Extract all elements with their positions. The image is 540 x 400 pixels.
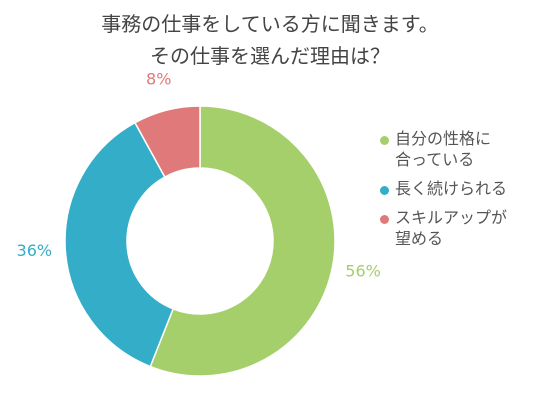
legend-marker <box>380 215 389 224</box>
legend-marker <box>380 186 389 195</box>
legend-item: 長く続けられる <box>380 178 540 199</box>
legend-label: 自分の性格に 合っている <box>395 129 492 169</box>
legend-item: スキルアップが 望める <box>380 207 540 249</box>
legend-marker <box>380 136 389 145</box>
legend: 自分の性格に 合っている長く続けられるスキルアップが 望める <box>380 128 540 257</box>
donut-slice <box>149 105 336 377</box>
donut-slice <box>64 121 175 368</box>
data-label: 36% <box>17 241 53 260</box>
legend-label: スキルアップが 望める <box>395 208 508 248</box>
data-label: 56% <box>345 262 381 281</box>
legend-item: 自分の性格に 合っている <box>380 128 540 170</box>
legend-label: 長く続けられる <box>395 179 508 198</box>
chart-title: 事務の仕事をしている方に聞きます。 その仕事を選んだ理由は？ <box>101 12 439 68</box>
data-label: 8% <box>146 70 171 89</box>
donut-slice <box>133 105 201 179</box>
